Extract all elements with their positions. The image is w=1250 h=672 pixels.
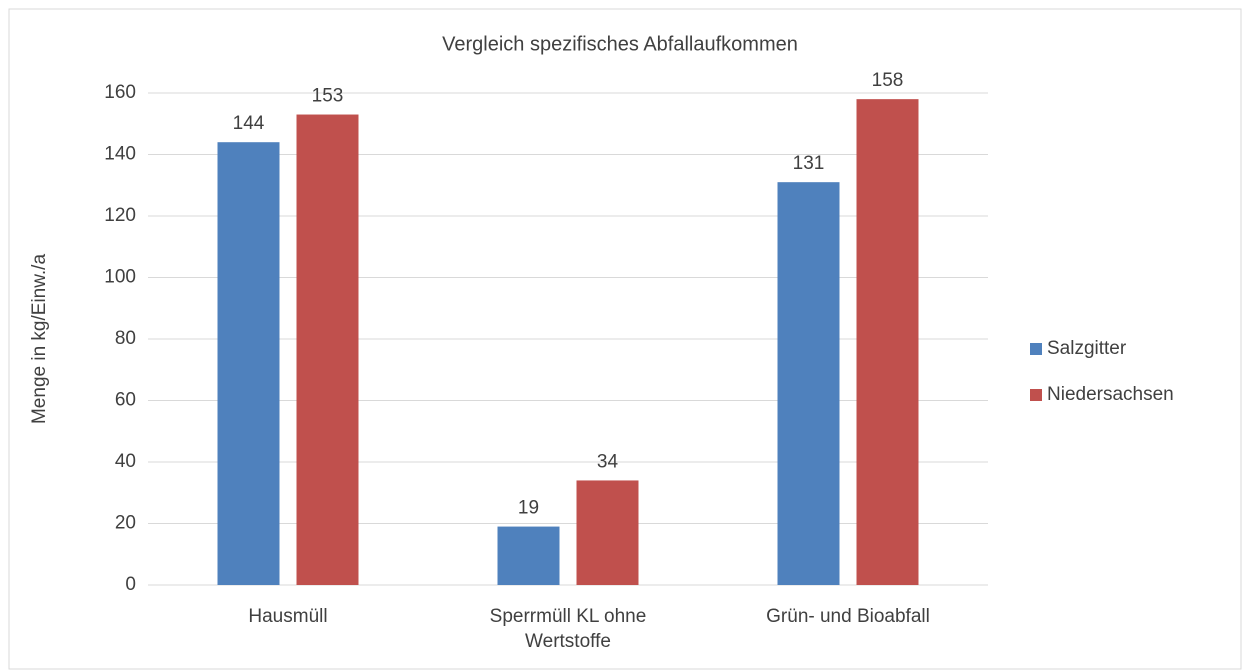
bar xyxy=(856,99,919,586)
data-label: 158 xyxy=(872,70,904,91)
data-label: 131 xyxy=(793,153,825,174)
y-tick-label: 120 xyxy=(104,205,136,226)
bar xyxy=(217,142,280,585)
y-axis-label: Menge in kg/Einw./a xyxy=(29,254,50,424)
legend-swatch xyxy=(1030,389,1042,401)
y-tick-label: 140 xyxy=(104,144,136,165)
data-label: 34 xyxy=(597,451,619,472)
x-tick-label: Hausmüll xyxy=(248,606,328,627)
bar xyxy=(576,480,639,585)
x-tick-label: Grün- und Bioabfall xyxy=(766,606,930,627)
y-tick-label: 40 xyxy=(115,451,136,472)
y-tick-label: 100 xyxy=(104,267,136,288)
bar xyxy=(777,182,840,586)
data-label: 153 xyxy=(312,86,344,107)
y-tick-label: 20 xyxy=(115,513,136,534)
data-label: 144 xyxy=(233,113,265,134)
y-tick-label: 0 xyxy=(125,574,136,595)
y-tick-label: 160 xyxy=(104,82,136,103)
bar xyxy=(497,526,560,585)
legend-label: Niedersachsen xyxy=(1047,384,1174,405)
y-tick-label: 80 xyxy=(115,328,136,349)
y-tick-label: 60 xyxy=(115,390,136,411)
bar xyxy=(296,114,359,586)
data-label: 19 xyxy=(518,498,539,519)
legend-swatch xyxy=(1030,343,1042,355)
x-tick-label: Sperrmüll KL ohne Wertstoffe xyxy=(489,606,647,652)
legend-label: Salzgitter xyxy=(1047,338,1127,359)
chart-title: Vergleich spezifisches Abfallaufkommen xyxy=(442,33,798,55)
